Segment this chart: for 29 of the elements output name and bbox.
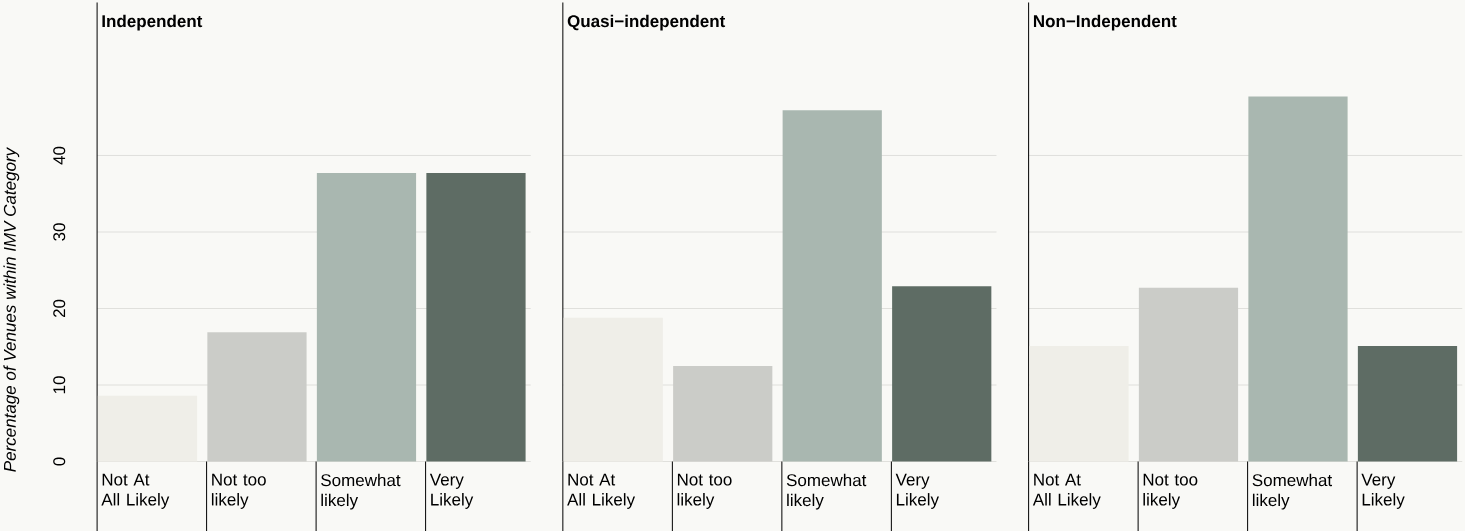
x-tick-label: Very Likely: [895, 473, 939, 509]
x-tick-label: Somewhat likely: [1252, 473, 1332, 510]
y-tick-label: 0: [53, 457, 66, 466]
x-tick-label: Not At All Likely: [101, 473, 170, 509]
y-tick-label: 40: [53, 146, 66, 165]
bar: [673, 365, 773, 462]
x-tick-label: Somewhat likely: [786, 473, 867, 510]
bar: [782, 110, 882, 462]
bar: [563, 317, 663, 462]
x-tick-label: Very Likely: [1361, 473, 1405, 509]
x-tick-label: Not At All Likely: [567, 473, 636, 509]
y-tick-label: 10: [53, 376, 66, 394]
text: Non−Independent: [1033, 14, 1177, 31]
x-tick-label: Somewhat likely: [321, 473, 401, 510]
x-tick-label: Not too likely: [677, 473, 732, 509]
y-axis-title: Percentage of Venues within IMV Category: [3, 146, 20, 472]
bar: [207, 332, 307, 462]
x-tick-label: Not At All Likely: [1032, 473, 1101, 509]
x-tick-label: Not too likely: [1143, 473, 1198, 509]
bar: [892, 286, 992, 462]
x-tick-label: Very Likely: [429, 473, 474, 509]
bar: [316, 173, 417, 462]
bar: [97, 395, 198, 462]
y-tick-label: 20: [53, 299, 66, 318]
x-tick-label: Not too likely: [211, 473, 266, 509]
text: Quasi−independent: [567, 14, 726, 31]
bar: [426, 173, 526, 462]
text: Independent: [102, 14, 203, 31]
y-tick-label: 30: [53, 223, 66, 241]
